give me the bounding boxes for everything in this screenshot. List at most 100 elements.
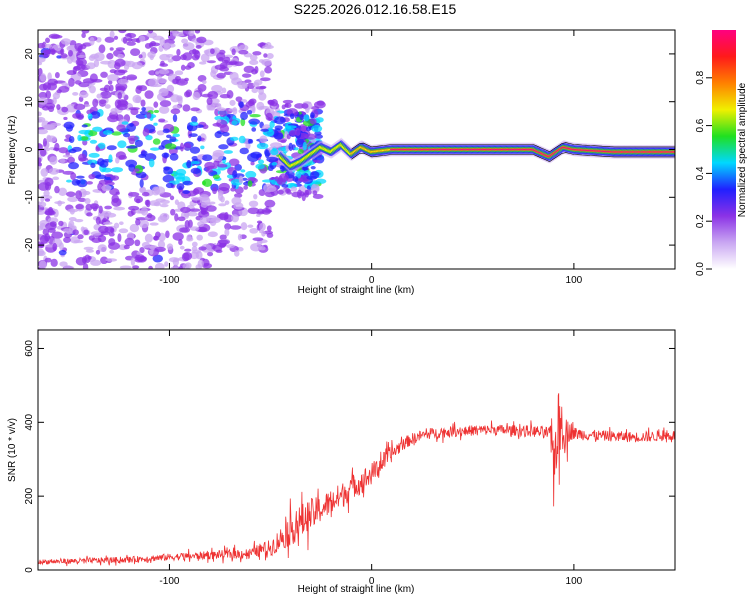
y-tick-label: 200 [24, 487, 35, 504]
heatmap-cell [129, 123, 134, 127]
heatmap-cell [44, 208, 55, 216]
heatmap-cell [38, 248, 45, 256]
heatmap-cell [135, 198, 141, 204]
heatmap-cell [311, 183, 320, 192]
heatmap-cell [260, 128, 269, 132]
heatmap-cell [206, 165, 218, 169]
heatmap-cell [198, 246, 207, 251]
heatmap-cell [172, 114, 178, 123]
heatmap-cell [100, 256, 109, 265]
heatmap-cell [146, 112, 152, 119]
heatmap-cell [140, 99, 146, 107]
heatmap-cell [38, 97, 48, 105]
heatmap-cell [52, 176, 60, 181]
heatmap-cell [162, 42, 171, 49]
heatmap-cell [164, 261, 169, 267]
heatmap-cell [189, 226, 200, 231]
heatmap-cell [88, 173, 96, 180]
heatmap-cell [212, 122, 222, 127]
heatmap-cell [134, 239, 141, 247]
heatmap-cell [174, 70, 184, 76]
x-tick-label: -100 [159, 576, 179, 587]
heatmap-cell [136, 85, 143, 90]
heatmap-cell [249, 59, 259, 66]
heatmap-cell [192, 48, 197, 55]
colorbar-tick-label: 0.6 [695, 118, 706, 132]
heatmap-cell [146, 213, 153, 219]
heatmap-cell [261, 179, 274, 183]
heatmap-cell [181, 38, 188, 44]
heatmap-cell [75, 190, 83, 200]
heatmap-cell [309, 118, 317, 125]
heatmap-cell [47, 72, 52, 81]
heatmap-cell [258, 189, 266, 197]
y-tick-label: 0 [24, 567, 35, 573]
heatmap-cell [104, 36, 115, 43]
heatmap-cell [75, 204, 84, 210]
heatmap-cell [128, 205, 140, 211]
heatmap-cell [87, 113, 93, 120]
heatmap-cell [189, 146, 201, 154]
heatmap-cell [247, 180, 253, 187]
heatmap-cell [216, 72, 226, 79]
colorbar-tick-label: 0.4 [695, 166, 706, 180]
heatmap-cell [238, 135, 246, 144]
heatmap-cell [119, 265, 132, 269]
heatmap-cell [90, 231, 102, 236]
heatmap-cell [180, 206, 191, 213]
heatmap-cell [122, 36, 128, 44]
heatmap-cell [45, 222, 57, 231]
heatmap-cell [251, 104, 256, 114]
heatmap-cell [237, 233, 243, 241]
heatmap-cell [142, 127, 150, 137]
heatmap-cell [174, 213, 179, 222]
heatmap-cell [200, 145, 205, 150]
heatmap-cell [144, 153, 157, 162]
heatmap-cell [250, 151, 262, 159]
heatmap-cell [166, 54, 174, 58]
heatmap-cell [277, 189, 284, 195]
heatmap-cell [188, 133, 198, 137]
heatmap-cell [246, 109, 253, 115]
heatmap-cell [103, 221, 113, 225]
heatmap-cell [231, 48, 236, 56]
heatmap-cell [106, 52, 114, 60]
heatmap-cell [153, 109, 160, 114]
heatmap-cell [169, 136, 177, 143]
heatmap-cell [219, 234, 227, 240]
heatmap-cell [152, 254, 163, 263]
heatmap-cell [60, 53, 68, 59]
heatmap-cell [231, 214, 239, 223]
heatmap-cell [51, 231, 64, 239]
heatmap-cell [81, 30, 90, 34]
heatmap-cell [54, 185, 60, 194]
heatmap-cell [313, 180, 321, 185]
heatmap-cell [229, 136, 239, 141]
heatmap-cell [277, 147, 286, 152]
heatmap-cell [84, 198, 91, 205]
heatmap-cell [191, 241, 198, 247]
ridge-edge-line [351, 152, 675, 163]
heatmap-cell [40, 168, 49, 177]
heatmap-cell [183, 251, 193, 261]
heatmap-cell [59, 158, 66, 164]
heatmap-cell [210, 70, 217, 78]
heatmap-cell [200, 210, 209, 215]
y-tick-label: 10 [24, 96, 35, 108]
heatmap-cell [110, 227, 115, 234]
heatmap-cell [258, 159, 265, 165]
heatmap-cell [126, 41, 136, 46]
heatmap-cell [278, 175, 283, 185]
heatmap-cell [123, 132, 131, 138]
heatmap-cell [196, 36, 207, 44]
heatmap-cell [135, 218, 141, 226]
heatmap-cell [90, 259, 102, 266]
heatmap-cell [95, 146, 100, 152]
heatmap-cell [45, 102, 56, 110]
heatmap-cell [43, 124, 55, 130]
heatmap-cell [288, 129, 297, 137]
heatmap-cell [141, 191, 150, 197]
heatmap-cell [57, 200, 62, 207]
heatmap-cell [266, 232, 274, 238]
heatmap-cell [169, 153, 179, 161]
